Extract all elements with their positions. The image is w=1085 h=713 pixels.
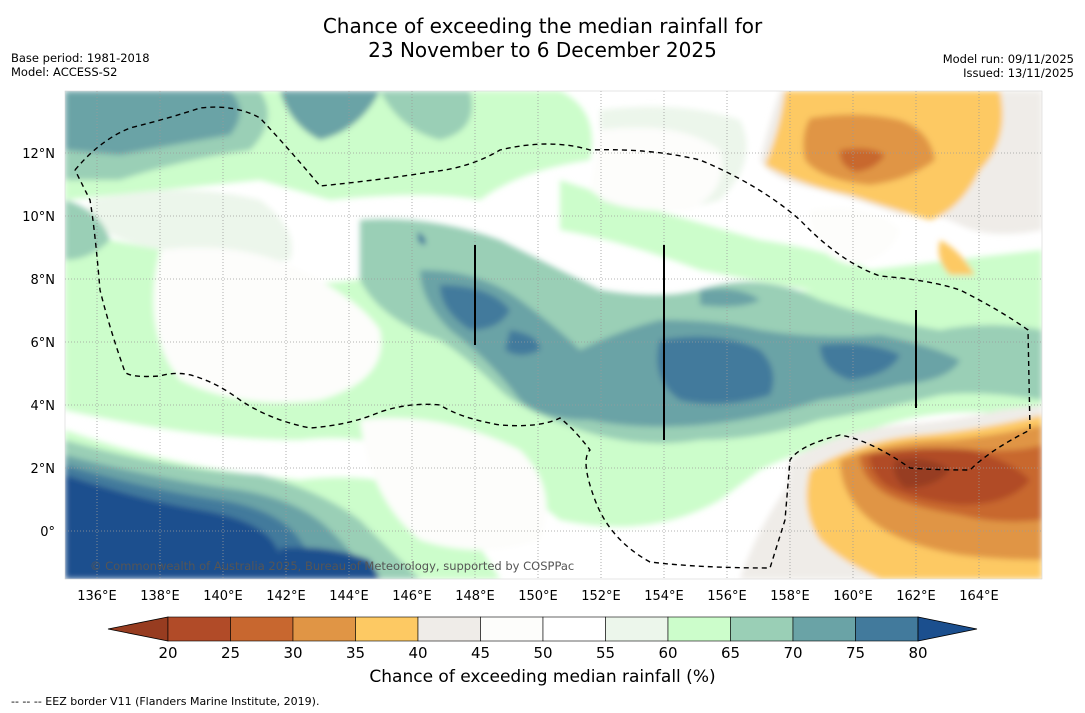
colorbar-tick-label: 40 (408, 644, 427, 662)
copyright-notice: © Commonwealth of Australia 2025, Bureau… (90, 559, 574, 573)
rainfall-probability-field (65, 91, 1042, 579)
colorbar-segment (167, 616, 231, 642)
colorbar-segment (230, 616, 294, 642)
colorbar-tick-label: 45 (471, 644, 490, 662)
colorbar-under-arrow (107, 616, 169, 642)
colorbar-segment (667, 616, 731, 642)
lat-label: 4°N (31, 399, 56, 414)
lat-label: 8°N (31, 273, 56, 288)
colorbar-segment (292, 616, 356, 642)
colorbar-label: Chance of exceeding median rainfall (%) (369, 667, 716, 687)
colorbar-tick-label: 30 (283, 644, 302, 662)
colorbar-segment (855, 616, 919, 642)
lon-label: 156°E (707, 589, 747, 604)
lon-label: 138°E (140, 589, 180, 604)
lat-label: 10°N (22, 210, 55, 225)
lon-label: 136°E (77, 589, 117, 604)
colorbar: 20 25 30 35 40 45 50 55 60 65 70 75 80 (107, 616, 978, 662)
lon-label: 152°E (581, 589, 621, 604)
model-name: Model: ACCESS-S2 (11, 65, 118, 79)
lat-label: 0° (40, 525, 55, 540)
lat-label: 2°N (31, 462, 56, 477)
colorbar-tick-label: 35 (346, 644, 365, 662)
colorbar-tick-label: 25 (221, 644, 240, 662)
lon-label: 146°E (392, 589, 432, 604)
colorbar-tick-label: 55 (596, 644, 615, 662)
colorbar-tick-label: 50 (533, 644, 552, 662)
colorbar-over-arrow (917, 616, 978, 642)
title-line-2: 23 November to 6 December 2025 (368, 38, 717, 62)
longitude-labels: 136°E 138°E 140°E 142°E 144°E 146°E 148°… (77, 589, 999, 604)
meta-right: Model run: 09/11/2025 Issued: 13/11/2025 (943, 52, 1074, 80)
colorbar-segment (355, 616, 419, 642)
issued-date: Issued: 13/11/2025 (963, 66, 1074, 80)
colorbar-tick-label: 60 (658, 644, 677, 662)
colorbar-segment (730, 616, 794, 642)
lat-label: 6°N (31, 336, 56, 351)
meta-left: Base period: 1981-2018 Model: ACCESS-S2 (11, 51, 150, 79)
eez-footnote: -- -- -- EEZ border V11 (Flanders Marine… (11, 695, 320, 708)
lon-label: 142°E (266, 589, 306, 604)
model-run: Model run: 09/11/2025 (942, 52, 1074, 66)
colorbar-tick-label: 20 (158, 644, 177, 662)
eez-borders (74, 106, 1031, 569)
colorbar-tick-label: 75 (846, 644, 865, 662)
colorbar-segment (605, 616, 669, 642)
colorbar-tick-label: 70 (783, 644, 802, 662)
lon-label: 164°E (959, 589, 999, 604)
colorbar-segment (542, 616, 606, 642)
lon-label: 154°E (644, 589, 684, 604)
title-line-1: Chance of exceeding the median rainfall … (322, 14, 763, 38)
lon-label: 158°E (770, 589, 810, 604)
latitude-labels: 12°N 10°N 8°N 6°N 4°N 2°N 0° (22, 147, 55, 540)
colorbar-segment (792, 616, 856, 642)
base-period: Base period: 1981-2018 (11, 51, 150, 65)
lon-label: 160°E (833, 589, 873, 604)
lon-label: 162°E (896, 589, 936, 604)
colorbar-segment (480, 616, 544, 642)
lon-label: 148°E (455, 589, 495, 604)
graticule (65, 91, 1042, 579)
lon-label: 150°E (518, 589, 558, 604)
map-title: Chance of exceeding the median rainfall … (0, 14, 1085, 62)
lon-label: 144°E (329, 589, 369, 604)
colorbar-tick-label: 80 (908, 644, 927, 662)
overlay-markers (474, 245, 917, 440)
colorbar-segment (417, 616, 481, 642)
lat-label: 12°N (22, 147, 55, 162)
lon-label: 140°E (203, 589, 243, 604)
colorbar-tick-label: 65 (721, 644, 740, 662)
